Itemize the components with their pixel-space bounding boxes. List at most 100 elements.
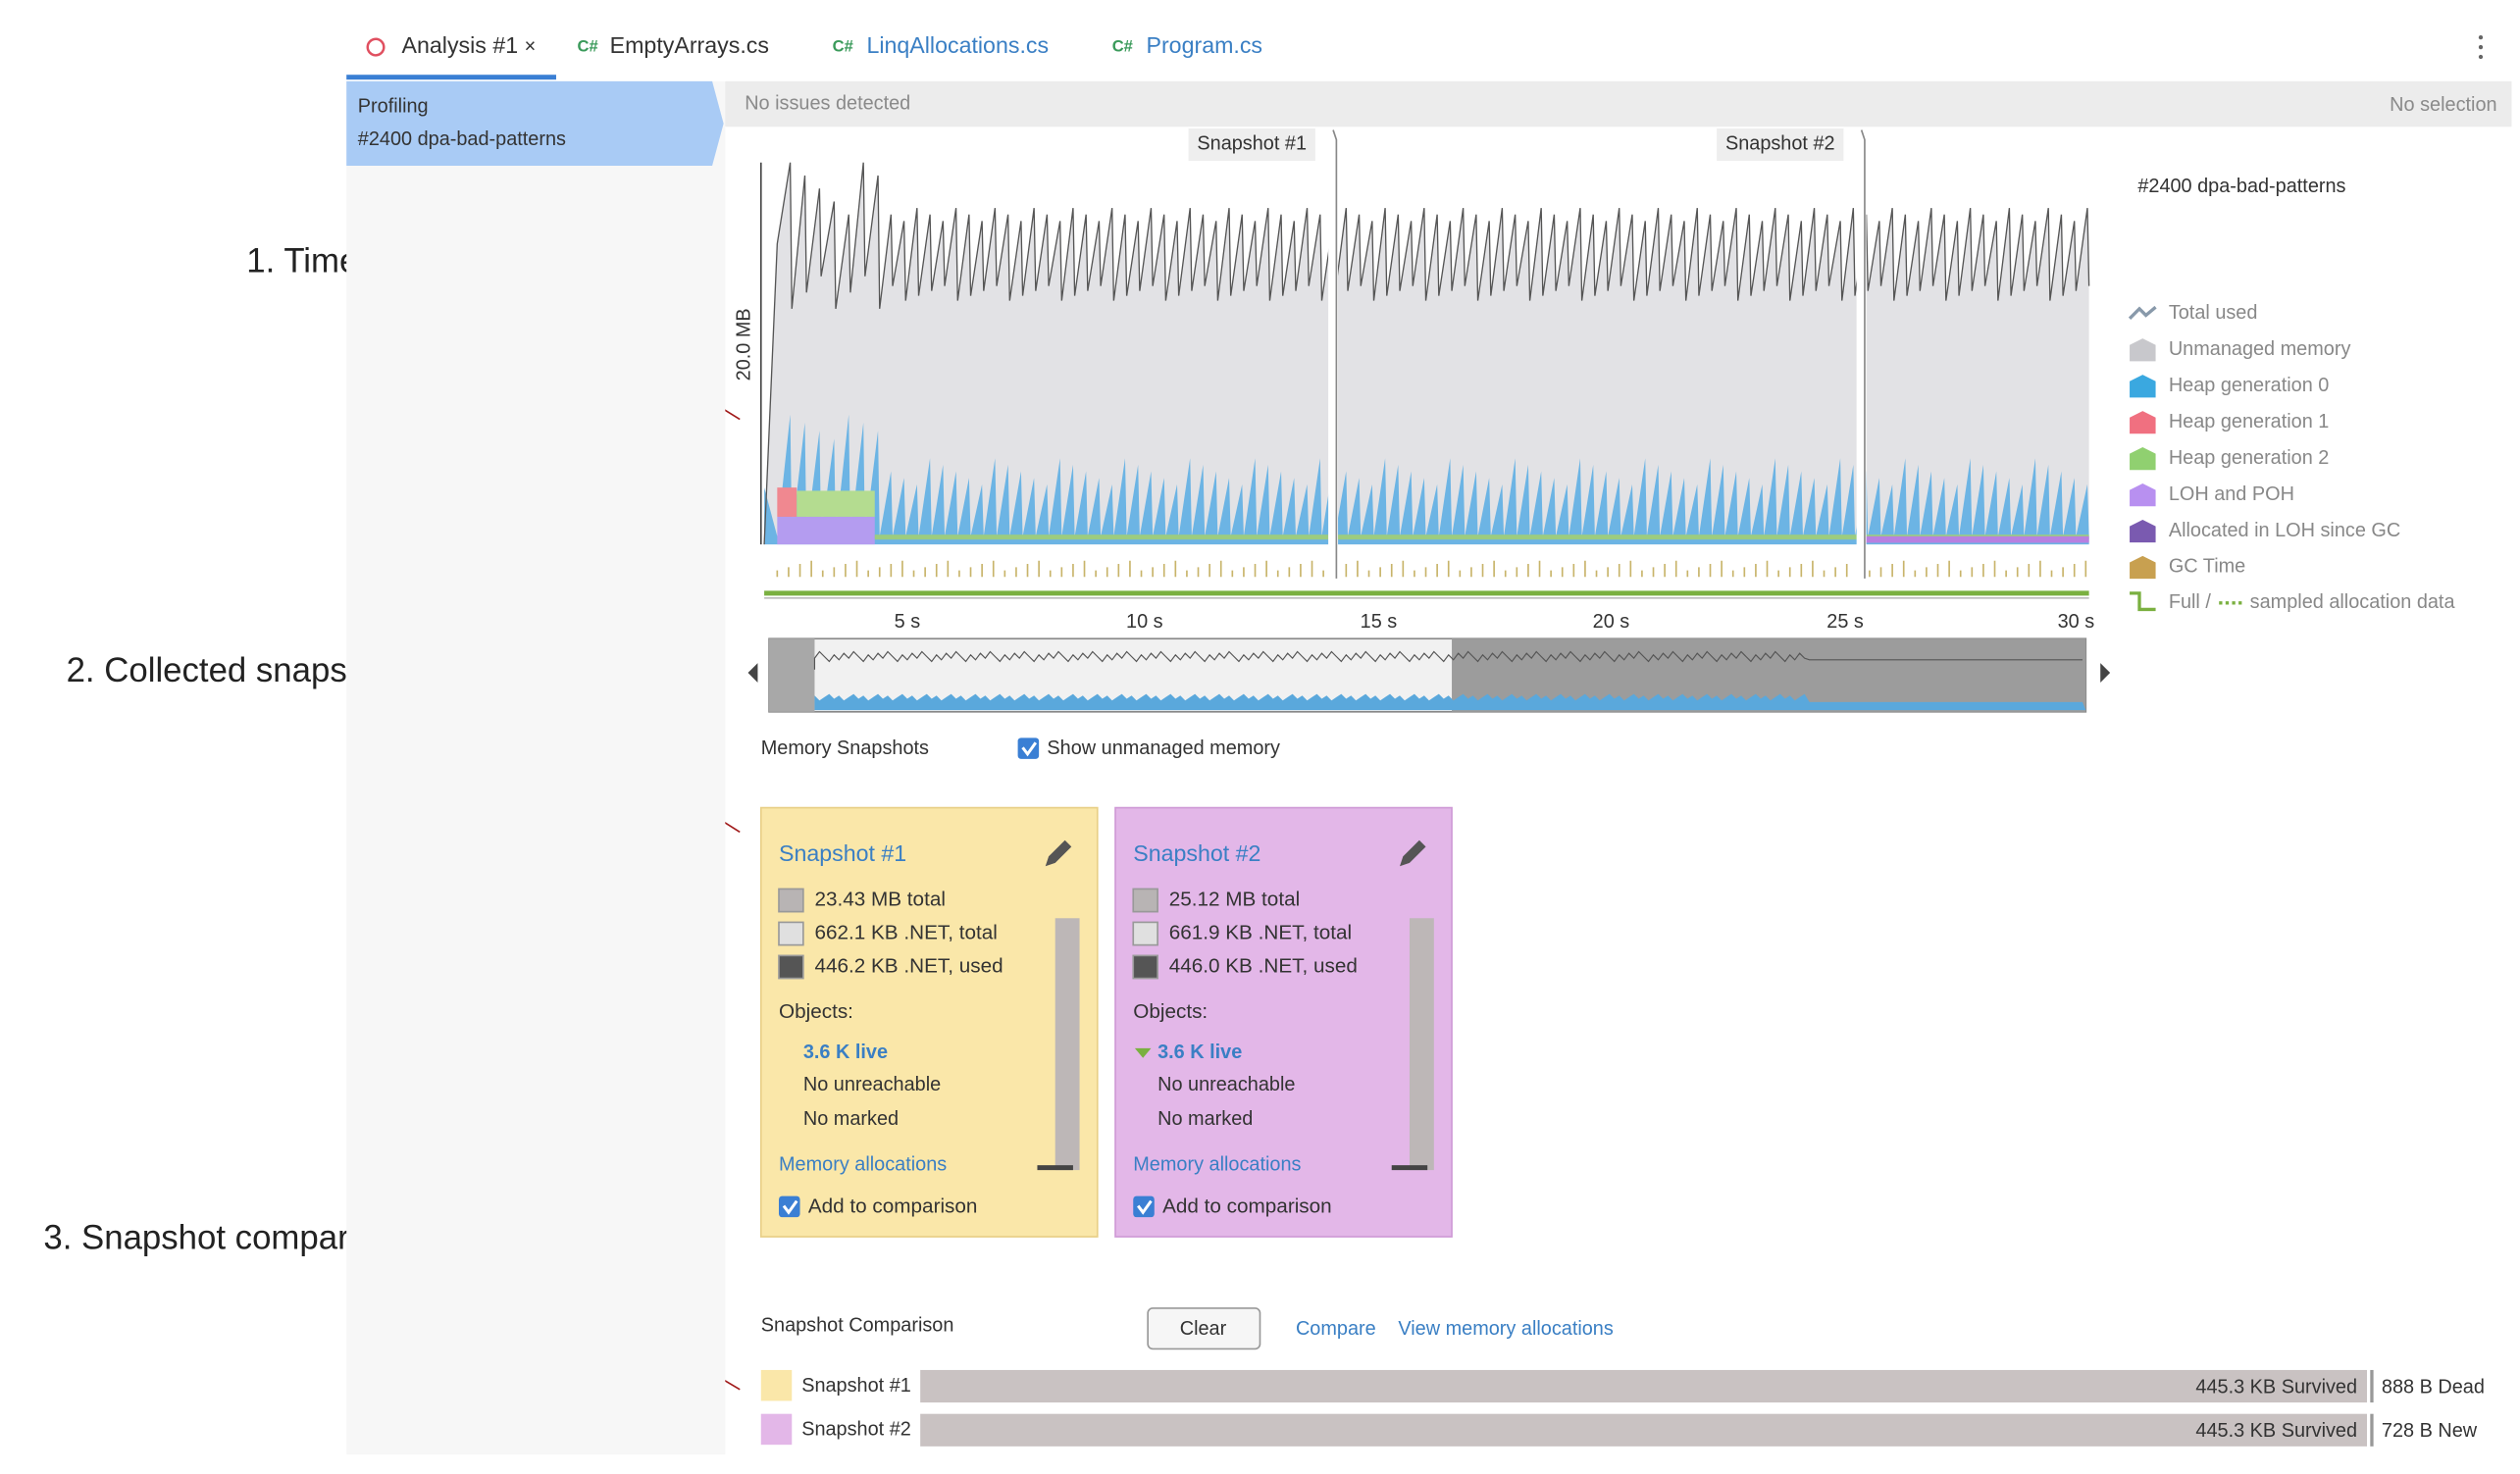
tab-icon: C# xyxy=(578,36,598,55)
legend-label: sampled allocation data xyxy=(2250,591,2456,613)
snapshot-gap xyxy=(1328,129,1339,579)
snapshot-title[interactable]: Snapshot #2 xyxy=(1133,840,1260,866)
y-axis-label: 20.0 MB xyxy=(733,308,754,381)
tab[interactable]: Analysis #1 xyxy=(402,32,519,58)
overview-total xyxy=(813,650,2083,670)
scroll-right[interactable] xyxy=(2100,663,2111,683)
allocations-link[interactable]: Memory allocations xyxy=(779,1153,947,1175)
add-to-comparison[interactable]: Add to comparison xyxy=(1162,1195,1332,1218)
snapshot-cards: Snapshot #1 23.43 MB total 662.1 KB .NET, … xyxy=(759,806,1453,1238)
comparison-rows: Snapshot #1 445.3 KB Survived 888 B Dead Sn… xyxy=(760,1369,2485,1447)
legend-swatch xyxy=(2130,411,2156,434)
gen2-area xyxy=(797,490,875,517)
snapshot-marker xyxy=(1860,129,1866,579)
gen0-area xyxy=(764,414,2089,545)
tab-icon xyxy=(366,37,386,57)
delta-bar xyxy=(2370,1413,2374,1447)
gen2-band xyxy=(874,534,2089,540)
edit-icon[interactable] xyxy=(1045,839,1072,867)
add-to-comparison[interactable]: Add to comparison xyxy=(808,1195,978,1218)
section-title: Snapshot Comparison xyxy=(761,1314,954,1336)
tab-icon: C# xyxy=(1112,36,1133,55)
stat-text: 23.43 MB total xyxy=(814,889,946,911)
legend-swatch xyxy=(2130,447,2156,471)
gen1-area xyxy=(777,487,797,517)
process-label: #2400 dpa-bad-patterns xyxy=(2137,176,2345,197)
stat-swatch xyxy=(778,954,804,980)
row-swatch xyxy=(760,1413,793,1446)
delta-bar xyxy=(2370,1369,2374,1403)
menu-button[interactable] xyxy=(2478,34,2484,60)
snapshot-marker xyxy=(1332,129,1338,579)
stat-text: 446.2 KB .NET, used xyxy=(814,954,1003,977)
legend-label: Unmanaged memory xyxy=(2169,338,2351,360)
snapshot-gap xyxy=(1856,129,1867,579)
edit-icon[interactable] xyxy=(1400,839,1426,867)
survived-bar xyxy=(920,1369,2367,1403)
loh-band xyxy=(1861,535,2089,543)
checkbox-label[interactable]: Show unmanaged memory xyxy=(1047,737,1280,759)
survived-label: 445.3 KB Survived xyxy=(2195,1376,2357,1398)
close-icon[interactable]: × xyxy=(525,35,537,57)
delta-icon xyxy=(1134,1047,1152,1058)
legend-swatch xyxy=(2130,591,2156,612)
legend-swatch xyxy=(2130,483,2156,507)
legend-swatch xyxy=(2130,375,2156,398)
clear-button[interactable] xyxy=(1147,1307,1261,1350)
legend-swatch xyxy=(2130,338,2156,362)
marked: No marked xyxy=(1157,1108,1253,1130)
delta-label: 888 B Dead xyxy=(2382,1376,2485,1398)
x-tick-label: 30 s xyxy=(2058,611,2095,633)
tab[interactable]: LinqAllocations.cs xyxy=(866,32,1049,58)
stat-text: 446.0 KB .NET, used xyxy=(1169,954,1358,977)
tab[interactable]: EmptyArrays.cs xyxy=(610,32,769,58)
survived-bar xyxy=(920,1413,2367,1447)
stat-swatch xyxy=(778,888,804,913)
legend-label: GC Time xyxy=(2169,556,2245,578)
snapshot-marker-label xyxy=(1188,127,1315,162)
section-title: Memory Snapshots xyxy=(761,737,929,759)
live-link[interactable]: 3.6 K live xyxy=(1157,1042,1242,1063)
tab[interactable]: Program.cs xyxy=(1147,32,1263,58)
loh-area xyxy=(777,516,875,545)
clear-button-label[interactable]: Clear xyxy=(1180,1318,1227,1340)
allocations-link[interactable]: Memory allocations xyxy=(1133,1153,1301,1175)
sidebar xyxy=(346,80,726,1455)
timeline xyxy=(763,129,2090,579)
legend-label: Heap generation 0 xyxy=(2169,375,2330,396)
status-right: No selection xyxy=(2390,94,2496,116)
overview[interactable] xyxy=(768,637,2087,713)
legend-label: LOH and POH xyxy=(2169,483,2294,505)
checkbox[interactable] xyxy=(778,1195,800,1218)
view-allocations-link[interactable]: View memory allocations xyxy=(1398,1318,1614,1340)
legend-label: Full / xyxy=(2169,591,2212,613)
legend: Total used Unmanaged memory Heap generatio… xyxy=(2128,302,2456,613)
gc-ticks xyxy=(776,560,2087,578)
objects-label: Objects: xyxy=(779,1000,853,1023)
overview-gen0 xyxy=(814,693,2086,711)
legend-swatch xyxy=(2130,519,2156,543)
stat-swatch xyxy=(1132,921,1158,946)
scrollbar-thumb xyxy=(1391,1165,1428,1171)
stat-swatch xyxy=(1132,954,1158,980)
sidebar-subtitle: #2400 dpa-bad-patterns xyxy=(358,128,566,150)
live-link[interactable]: 3.6 K live xyxy=(803,1042,888,1063)
legend-swatch xyxy=(2128,305,2157,320)
compare-link[interactable]: Compare xyxy=(1296,1318,1376,1340)
objects-label: Objects: xyxy=(1133,1000,1208,1023)
unreachable: No unreachable xyxy=(803,1074,941,1095)
scroll-left[interactable] xyxy=(747,663,758,683)
checkmark xyxy=(1137,1199,1153,1215)
x-tick-label: 10 s xyxy=(1126,611,1163,633)
sidebar-selected[interactable] xyxy=(346,80,724,167)
overview-shade xyxy=(769,638,815,712)
scrollbar xyxy=(1054,918,1080,1171)
snapshot-marker-text: Snapshot #1 xyxy=(1197,133,1307,155)
legend-label: Total used xyxy=(2169,302,2258,324)
marked: No marked xyxy=(803,1108,899,1130)
checkbox[interactable] xyxy=(1133,1195,1155,1218)
scrollbar-thumb xyxy=(1037,1165,1073,1171)
checkbox[interactable] xyxy=(1017,737,1040,759)
snapshot-title[interactable]: Snapshot #1 xyxy=(779,840,906,866)
